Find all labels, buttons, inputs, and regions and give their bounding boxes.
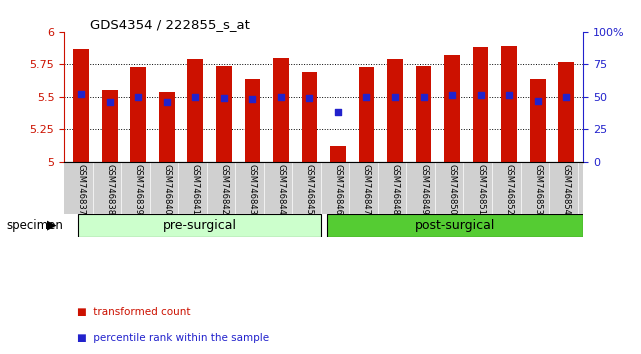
Bar [387,59,403,162]
Text: GSM746844: GSM746844 [276,164,285,215]
Bar [501,46,517,162]
Bar [130,67,146,162]
Text: GSM746849: GSM746849 [419,164,428,215]
Text: ▶: ▶ [47,219,56,232]
Bar [302,72,317,162]
Text: GSM746853: GSM746853 [533,164,542,215]
Bar [416,65,431,162]
Text: specimen: specimen [6,219,63,232]
Bar [187,59,203,162]
Text: GSM746843: GSM746843 [248,164,257,215]
Text: post-surgical: post-surgical [415,219,495,232]
Text: GSM746840: GSM746840 [162,164,171,215]
Text: GSM746851: GSM746851 [476,164,485,215]
Bar [530,79,545,162]
Text: GSM746837: GSM746837 [77,164,86,215]
Point [419,94,429,99]
Bar [558,62,574,162]
Point [247,97,258,102]
Point [561,94,571,99]
Point [476,93,486,98]
Bar [244,79,260,162]
Bar [359,67,374,162]
Bar [216,65,231,162]
Text: GSM746854: GSM746854 [562,164,570,215]
Point [219,95,229,101]
Text: GSM746846: GSM746846 [333,164,342,215]
Point [333,109,343,115]
Bar [273,58,288,162]
Text: GSM746842: GSM746842 [219,164,228,215]
Text: GSM746848: GSM746848 [390,164,399,215]
Point [533,98,543,103]
Point [362,94,372,99]
Bar [102,90,117,162]
Text: GSM746847: GSM746847 [362,164,371,215]
Text: GDS4354 / 222855_s_at: GDS4354 / 222855_s_at [90,18,250,31]
Point [390,94,400,99]
Text: ■  transformed count: ■ transformed count [77,307,190,316]
Point [304,95,315,101]
Point [162,99,172,105]
Point [133,94,144,99]
Text: GSM746838: GSM746838 [105,164,114,215]
Bar [330,146,345,162]
Text: GSM746850: GSM746850 [447,164,456,215]
Bar [78,214,321,237]
Bar [444,55,460,162]
Text: ■  percentile rank within the sample: ■ percentile rank within the sample [77,333,269,343]
Point [76,91,87,97]
Bar [159,92,174,162]
Bar [473,47,488,162]
Bar [326,214,583,237]
Text: GSM746841: GSM746841 [191,164,200,215]
Point [190,94,201,99]
Text: GSM746839: GSM746839 [134,164,143,215]
Text: pre-surgical: pre-surgical [163,219,237,232]
Point [276,94,286,99]
Text: GSM746845: GSM746845 [305,164,314,215]
Point [447,93,457,98]
Text: GSM746852: GSM746852 [504,164,513,215]
Point [504,93,514,98]
Bar [73,49,89,162]
Point [104,99,115,105]
